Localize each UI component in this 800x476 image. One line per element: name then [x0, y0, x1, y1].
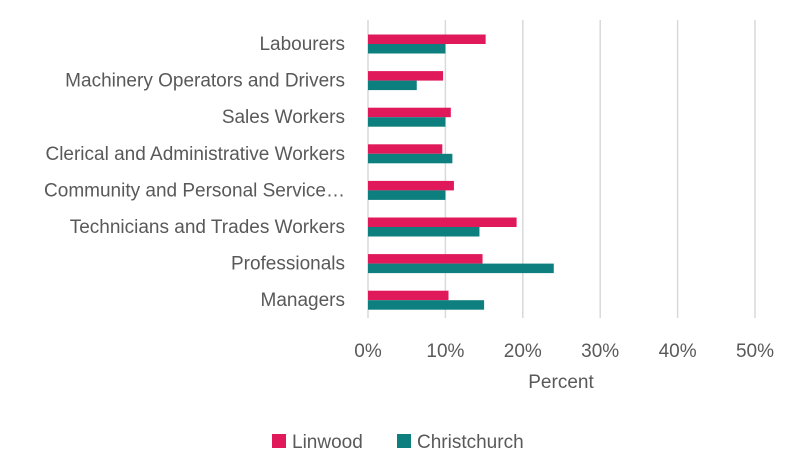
x-tick-labels: 0% 10% 20% 30% 40% 50%: [354, 341, 774, 362]
bar-linwood: [368, 254, 483, 264]
x-tick-label: 50%: [736, 341, 774, 362]
x-tick-label: 30%: [581, 341, 619, 362]
gridlines: [367, 20, 756, 318]
category-labels: Labourers Machinery Operators and Drivers…: [44, 34, 345, 311]
legend-label-linwood: Linwood: [292, 432, 363, 453]
category-label: Sales Workers: [222, 107, 345, 128]
category-label: Clerical and Administrative Workers: [45, 144, 345, 165]
legend-label-christchurch: Christchurch: [417, 432, 524, 453]
bar-linwood: [368, 217, 517, 227]
bar-linwood: [368, 144, 443, 154]
category-label: Labourers: [259, 34, 345, 55]
category-label: Managers: [261, 290, 346, 311]
x-tick-label: 20%: [504, 341, 542, 362]
legend: Linwood Christchurch: [272, 432, 524, 453]
bar-christchurch: [368, 190, 446, 200]
bar-linwood: [368, 34, 486, 44]
bar-linwood: [368, 290, 449, 301]
legend-swatch-christchurch: [397, 434, 411, 448]
bar-linwood: [368, 107, 451, 118]
bars: [368, 34, 554, 310]
bar-linwood: [368, 180, 454, 191]
bar-christchurch: [368, 153, 453, 164]
bar-christchurch: [368, 263, 554, 274]
category-label: Machinery Operators and Drivers: [65, 71, 345, 92]
bar-christchurch: [368, 227, 480, 237]
bar-christchurch: [368, 300, 485, 310]
category-label: Community and Personal Service…: [44, 180, 345, 201]
bar-christchurch: [368, 117, 446, 127]
x-tick-label: 0%: [354, 341, 382, 362]
bar-christchurch: [368, 44, 446, 54]
x-axis-title: Percent: [528, 372, 594, 393]
category-label: Technicians and Trades Workers: [70, 217, 345, 238]
x-tick-label: 10%: [426, 341, 464, 362]
bar-linwood: [368, 71, 444, 81]
bar-christchurch: [368, 80, 417, 91]
category-label: Professionals: [231, 254, 345, 275]
x-tick-label: 40%: [659, 341, 697, 362]
legend-swatch-linwood: [272, 434, 286, 448]
